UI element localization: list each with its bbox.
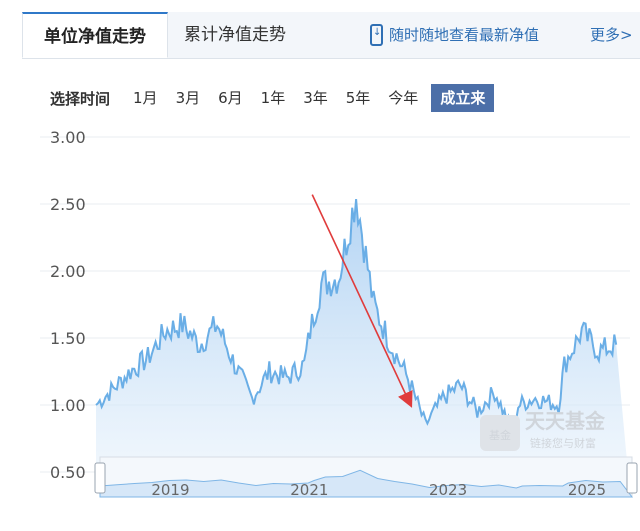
navigator-left-handle[interactable]: [94, 462, 106, 494]
range-option-6m[interactable]: 6月: [218, 89, 243, 107]
range-option-3y[interactable]: 3年: [303, 89, 328, 107]
y-tick-label: 2.00: [50, 262, 86, 281]
navigator-right-handle[interactable]: [626, 462, 638, 494]
nav-chart-svg: 0.501.001.502.002.503.00 基金 天天基金 链接您与财富 …: [40, 128, 638, 499]
more-link[interactable]: 更多>: [590, 26, 633, 44]
x-tick-label: 2019: [151, 481, 189, 499]
range-option-1m[interactable]: 1月: [133, 89, 158, 107]
y-tick-label: 1.00: [50, 396, 86, 415]
range-navigator: 2019 2021 2023 2025: [94, 456, 638, 499]
y-tick-label: 2.50: [50, 195, 86, 214]
navigator-series: [99, 469, 634, 498]
y-tick-label: 1.50: [50, 329, 86, 348]
range-option-3m[interactable]: 3月: [175, 89, 201, 107]
nav-chart: 0.50 1.00 1.50 2.00 2.50 3.00 基金 天天基金 链接您与财富 …: [0, 125, 640, 527]
x-tick-label: 2023: [429, 481, 467, 499]
y-tick-label: 3.00: [50, 128, 86, 147]
x-tick-label: 2025: [568, 481, 606, 499]
watermark-badge-text: 基金: [489, 428, 511, 442]
watermark: 基金 天天基金 链接您与财富: [480, 409, 606, 451]
watermark-badge-icon: [480, 415, 520, 451]
range-option-5y[interactable]: 5年: [345, 89, 371, 107]
annotations: [311, 194, 413, 408]
watermark-title: 天天基金: [525, 409, 606, 433]
mobile-view-label: 随时随地查看最新净值: [389, 26, 540, 44]
nav-line: [95, 199, 618, 434]
range-option-ytd[interactable]: 今年: [388, 89, 419, 107]
nav-area: [95, 199, 628, 472]
x-tick-label: 2021: [290, 481, 328, 499]
time-range-selector: 选择时间 1月 3月 6月 1年 3年 5年 今年 成立来: [50, 84, 495, 112]
red-arrow-annotation: [311, 194, 413, 408]
range-option-since-inception[interactable]: 成立来: [431, 84, 495, 112]
phone-download-icon: [370, 24, 383, 46]
area-fill: [96, 199, 628, 472]
watermark-subtitle: 链接您与财富: [530, 436, 596, 450]
mobile-view-link[interactable]: 随时随地查看最新净值: [370, 12, 539, 58]
tab-bar: 单位净值走势 累计净值走势 随时随地查看最新净值 更多>: [22, 12, 640, 59]
time-range-label: 选择时间: [50, 89, 111, 108]
range-option-1y[interactable]: 1年: [260, 89, 286, 107]
y-tick-label: 0.50: [50, 463, 86, 482]
tab-cumulative-nav[interactable]: 累计净值走势: [184, 25, 286, 45]
y-axis-ticks: 0.50 1.00 1.50 2.00 2.50 3.00: [50, 128, 86, 482]
tab-unit-nav[interactable]: 单位净值走势: [22, 12, 168, 58]
